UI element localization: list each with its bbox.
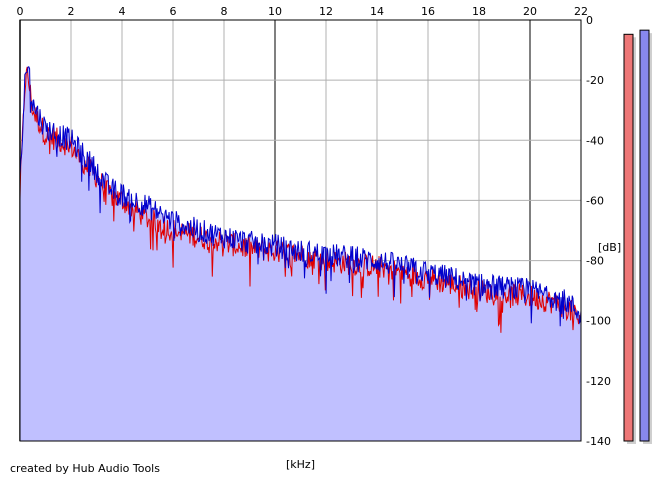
plot-border xyxy=(19,19,582,442)
x-tick-label: 14 xyxy=(370,5,384,18)
y-tick-label: -20 xyxy=(586,74,604,87)
series-right-line xyxy=(19,66,582,327)
y-tick-label: -60 xyxy=(586,194,604,207)
x-tick-label: 12 xyxy=(319,5,333,18)
x-tick-label: 2 xyxy=(68,5,75,18)
y-tick-label: -100 xyxy=(586,315,611,328)
x-axis-label: [kHz] xyxy=(286,458,315,471)
y-tick-label: -80 xyxy=(586,255,604,268)
y-axis-label: [dB] xyxy=(598,241,621,254)
y-tick-label: -120 xyxy=(586,375,611,388)
credit-text: created by Hub Audio Tools xyxy=(10,462,160,475)
x-tick-label: 20 xyxy=(523,5,537,18)
spectrum-fill xyxy=(20,66,581,442)
x-tick-label: 0 xyxy=(17,5,24,18)
x-tick-label: 22 xyxy=(574,5,588,18)
y-tick-label: 0 xyxy=(586,14,593,27)
level-meter-right xyxy=(639,29,650,442)
y-tick-label: -40 xyxy=(586,134,604,147)
x-tick-label: 16 xyxy=(421,5,435,18)
x-tick-label: 4 xyxy=(119,5,126,18)
level-meter-left xyxy=(623,33,634,442)
x-tick-label: 6 xyxy=(170,5,177,18)
y-tick-label: -140 xyxy=(586,435,611,448)
x-tick-label: 8 xyxy=(221,5,228,18)
x-tick-label: 10 xyxy=(268,5,282,18)
x-tick-label: 18 xyxy=(472,5,486,18)
